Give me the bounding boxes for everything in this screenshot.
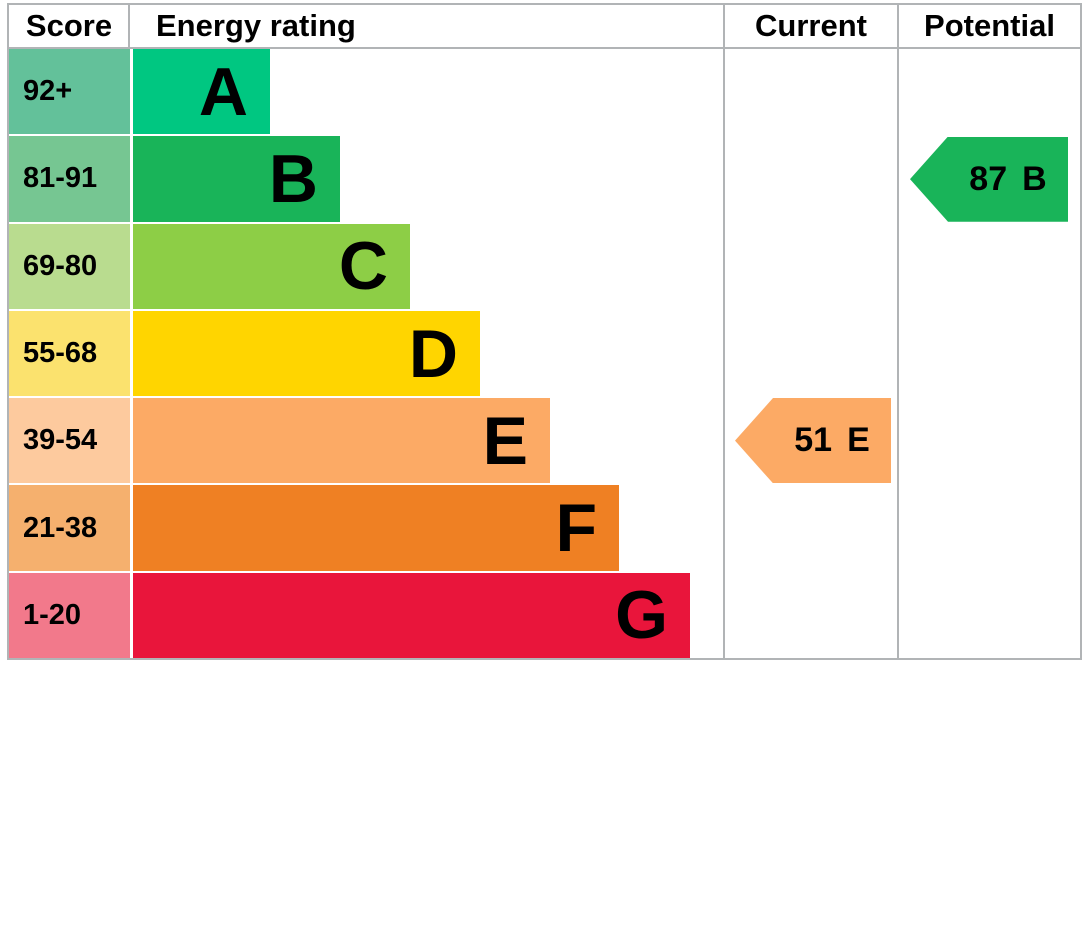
potential-arrow: 87 B <box>910 136 1068 222</box>
band-row-g: 1-20 G <box>9 572 690 659</box>
header-score: Score <box>25 8 113 43</box>
rating-bar: B <box>133 136 340 222</box>
band-row-f: 21-38 F <box>9 485 690 571</box>
band-letter: B <box>268 140 318 217</box>
rating-bar: E <box>133 398 550 484</box>
score-cell: 81-91 <box>9 136 130 222</box>
score-cell: 55-68 <box>9 310 130 397</box>
rating-bar: C <box>133 223 410 309</box>
potential-column-separator <box>897 5 899 658</box>
rating-bar: A <box>133 49 270 135</box>
band-letter: F <box>555 490 597 567</box>
band-row-b: 81-91 B <box>9 136 690 222</box>
header-energy-rating: Energy rating <box>156 8 356 43</box>
band-rows: 92+ A 81-91 B 69-80 C 55-68 D <box>9 49 690 659</box>
score-column-separator <box>128 5 130 47</box>
score-cell: 69-80 <box>9 223 130 309</box>
score-cell: 21-38 <box>9 485 130 571</box>
band-row-a: 92+ A <box>9 49 690 135</box>
band-row-d: 55-68 D <box>9 310 690 397</box>
energy-rating-chart: Score Energy rating Current Potential 92… <box>7 3 1082 660</box>
rating-bar: F <box>133 485 619 571</box>
current-value: 51 <box>794 421 833 460</box>
potential-band: B <box>1022 159 1047 198</box>
band-row-c: 69-80 C <box>9 223 690 309</box>
header-current: Current <box>755 8 867 43</box>
band-row-e: 39-54 E <box>9 398 690 484</box>
band-letter: A <box>198 53 248 130</box>
score-cell: 39-54 <box>9 398 130 484</box>
header-divider-line <box>9 47 1080 49</box>
rating-bar: G <box>133 572 690 659</box>
rating-bar: D <box>133 310 480 397</box>
current-arrow: 51 E <box>735 398 891 484</box>
header-potential: Potential <box>924 8 1055 43</box>
potential-value: 87 <box>969 159 1008 198</box>
current-column-separator <box>723 5 725 658</box>
score-cell: 1-20 <box>9 572 130 659</box>
band-letter: D <box>408 315 458 392</box>
band-letter: G <box>615 577 668 654</box>
band-letter: E <box>482 402 528 479</box>
score-cell: 92+ <box>9 49 130 135</box>
chart-header-row: Score Energy rating Current Potential <box>9 5 1080 49</box>
band-letter: C <box>338 228 388 305</box>
current-band: E <box>847 421 870 460</box>
